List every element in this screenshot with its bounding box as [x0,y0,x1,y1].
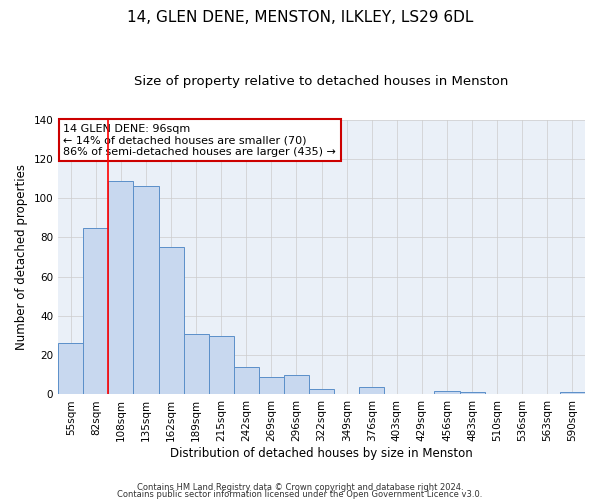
Bar [560,392,585,394]
Text: Contains public sector information licensed under the Open Government Licence v3: Contains public sector information licen… [118,490,482,499]
Bar [434,390,460,394]
Bar [359,386,385,394]
Bar [109,180,133,394]
Bar [234,367,259,394]
Text: 14, GLEN DENE, MENSTON, ILKLEY, LS29 6DL: 14, GLEN DENE, MENSTON, ILKLEY, LS29 6DL [127,10,473,25]
Bar [460,392,485,394]
Text: 14 GLEN DENE: 96sqm
← 14% of detached houses are smaller (70)
86% of semi-detach: 14 GLEN DENE: 96sqm ← 14% of detached ho… [64,124,337,157]
Bar [83,228,109,394]
Y-axis label: Number of detached properties: Number of detached properties [15,164,28,350]
Bar [284,375,309,394]
Bar [158,248,184,394]
Text: Contains HM Land Registry data © Crown copyright and database right 2024.: Contains HM Land Registry data © Crown c… [137,484,463,492]
Bar [133,186,158,394]
Bar [259,377,284,394]
X-axis label: Distribution of detached houses by size in Menston: Distribution of detached houses by size … [170,447,473,460]
Bar [209,336,234,394]
Bar [309,388,334,394]
Bar [58,344,83,394]
Bar [184,334,209,394]
Title: Size of property relative to detached houses in Menston: Size of property relative to detached ho… [134,75,509,88]
